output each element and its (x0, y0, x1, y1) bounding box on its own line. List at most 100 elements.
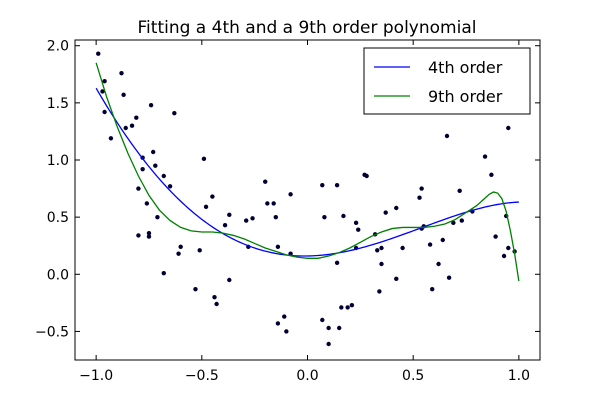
y-tick-label: −0.5 (35, 324, 69, 340)
data-point (275, 244, 281, 250)
data-point (451, 220, 456, 226)
data-point (273, 214, 278, 220)
data-point (197, 248, 202, 253)
data-point (96, 51, 101, 56)
data-point (119, 70, 124, 76)
data-point (417, 195, 422, 200)
data-point (334, 182, 340, 188)
data-point (339, 305, 344, 310)
data-point (337, 325, 342, 331)
data-point (282, 314, 287, 319)
legend: 4th order 9th order (363, 47, 531, 115)
data-point (222, 222, 228, 228)
data-point (383, 210, 388, 215)
data-point (275, 321, 281, 326)
data-point (322, 214, 327, 220)
data-point (134, 115, 139, 120)
data-point (201, 156, 207, 162)
data-point (482, 154, 488, 159)
data-point (271, 201, 276, 206)
data-point (379, 245, 384, 251)
data-point (129, 123, 135, 128)
data-point (394, 205, 399, 211)
data-point (178, 244, 183, 250)
y-tick-label: 2.0 (47, 39, 69, 55)
axes: −1.0 −0.5 0.0 0.5 1.0 −0.5 0.0 0.5 1.0 1.5 2.0 (35, 39, 541, 384)
data-point (334, 260, 340, 266)
data-point (394, 276, 399, 282)
fit-lines (95, 62, 520, 282)
data-point (349, 302, 355, 308)
data-point (506, 125, 511, 131)
legend-label: 4th order (428, 58, 503, 77)
data-point (146, 234, 152, 239)
data-point (203, 204, 209, 210)
x-tick-label: −1.0 (79, 368, 113, 384)
data-point (377, 289, 382, 294)
data-point (144, 201, 150, 206)
data-point (153, 163, 158, 168)
data-point (172, 110, 177, 116)
scatter-points (96, 51, 517, 347)
data-point (501, 253, 507, 259)
data-point (430, 286, 435, 292)
data-point (345, 305, 350, 310)
data-point (102, 109, 107, 115)
y-tick-label: 1.0 (47, 153, 69, 169)
data-point (375, 248, 380, 253)
data-point (161, 173, 166, 179)
data-point (326, 325, 331, 331)
data-point (151, 149, 156, 155)
data-point (353, 220, 359, 226)
x-tick-label: 0.0 (296, 368, 318, 384)
data-point (227, 212, 232, 218)
data-point (212, 294, 217, 300)
data-point (436, 261, 441, 267)
data-point (288, 192, 293, 197)
data-point (326, 341, 331, 347)
data-point (250, 216, 255, 221)
data-point (493, 234, 498, 239)
data-point (263, 179, 268, 184)
data-point (320, 182, 325, 188)
x-tick-label: −0.5 (185, 368, 219, 384)
data-point (244, 218, 249, 223)
data-point (356, 227, 361, 232)
data-point (419, 186, 424, 191)
data-point (161, 270, 166, 276)
data-point (123, 125, 128, 131)
legend-label: 9th order (428, 87, 503, 106)
data-point (121, 92, 126, 98)
legend-box (363, 47, 531, 115)
data-point (140, 166, 145, 172)
data-point (457, 188, 462, 194)
data-point (364, 173, 369, 179)
chart-title: Fitting a 4th and a 9th order polynomial (138, 18, 477, 38)
data-point (193, 286, 198, 292)
data-point (210, 194, 215, 199)
data-point (155, 214, 160, 220)
y-tick-label: 0.0 (47, 267, 69, 283)
data-point (459, 218, 464, 223)
data-point (148, 102, 154, 108)
data-point (136, 233, 141, 238)
data-point (341, 213, 346, 219)
data-point (176, 251, 181, 256)
data-point (100, 89, 105, 94)
data-point (227, 277, 232, 283)
data-point (146, 230, 152, 236)
data-point (489, 172, 494, 178)
data-point (108, 136, 114, 141)
data-point (265, 201, 270, 206)
data-point (284, 329, 289, 334)
series-line-9th-order (95, 62, 520, 282)
data-point (379, 261, 384, 267)
data-point (427, 242, 433, 247)
x-tick-label: 1.0 (508, 368, 530, 384)
y-tick-label: 1.5 (47, 96, 69, 112)
data-point (102, 78, 107, 84)
y-tick-label: 0.5 (47, 210, 69, 226)
data-point (400, 245, 405, 251)
